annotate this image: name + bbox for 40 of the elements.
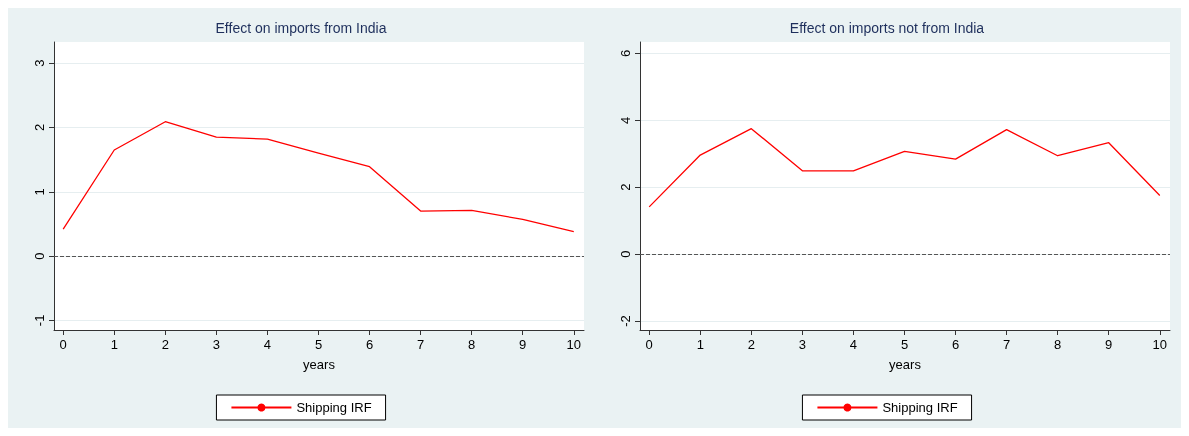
x-tick-label: 1: [110, 337, 118, 352]
x-tick-label: 0: [645, 337, 653, 352]
x-axis-title: years: [889, 357, 922, 372]
x-tick-label: 1: [696, 337, 704, 352]
y-tick-label: 1: [32, 188, 47, 196]
line-series: [62, 121, 575, 233]
x-tick-label: 9: [1105, 337, 1113, 352]
chart-title: Effect on imports from India: [215, 20, 387, 36]
x-tick-label: 3: [212, 337, 220, 352]
x-tick-label: 10: [566, 337, 582, 352]
x-tick-label: 5: [900, 337, 909, 352]
x-tick-label: 5: [314, 337, 323, 352]
x-tick-label: 2: [161, 337, 169, 352]
x-tick-label: 3: [798, 337, 806, 352]
y-tick-label: 2: [618, 183, 633, 191]
x-tick-label: 4: [849, 337, 858, 352]
x-tick-label: 6: [951, 337, 960, 352]
y-tick-label: 0: [618, 250, 633, 258]
x-tick-label: 8: [1054, 337, 1062, 352]
x-tick-label: 6: [365, 337, 374, 352]
y-tick-label: -2: [618, 315, 633, 327]
x-tick-label: 9: [519, 337, 527, 352]
x-tick-label: 7: [1002, 337, 1011, 352]
x-axis-title: years: [303, 357, 336, 372]
y-tick-label: 4: [618, 116, 633, 124]
x-tick-label: 8: [468, 337, 476, 352]
x-tick-label: 4: [263, 337, 272, 352]
y-tick-label: 3: [32, 59, 47, 67]
line-series: [648, 127, 1161, 208]
y-tick-label: 2: [32, 123, 47, 132]
x-tick-label: 7: [416, 337, 425, 352]
y-tick-label: -1: [32, 314, 47, 327]
x-tick-label: 10: [1152, 337, 1168, 352]
chart-title: Effect on imports not from India: [789, 20, 985, 36]
legend-label: Shipping IRF: [296, 400, 372, 415]
x-tick-label: 0: [59, 337, 67, 352]
y-tick-label: 6: [618, 49, 633, 57]
x-tick-label: 2: [747, 337, 755, 352]
legend-label: Shipping IRF: [882, 400, 958, 415]
y-tick-label: 0: [32, 252, 47, 260]
